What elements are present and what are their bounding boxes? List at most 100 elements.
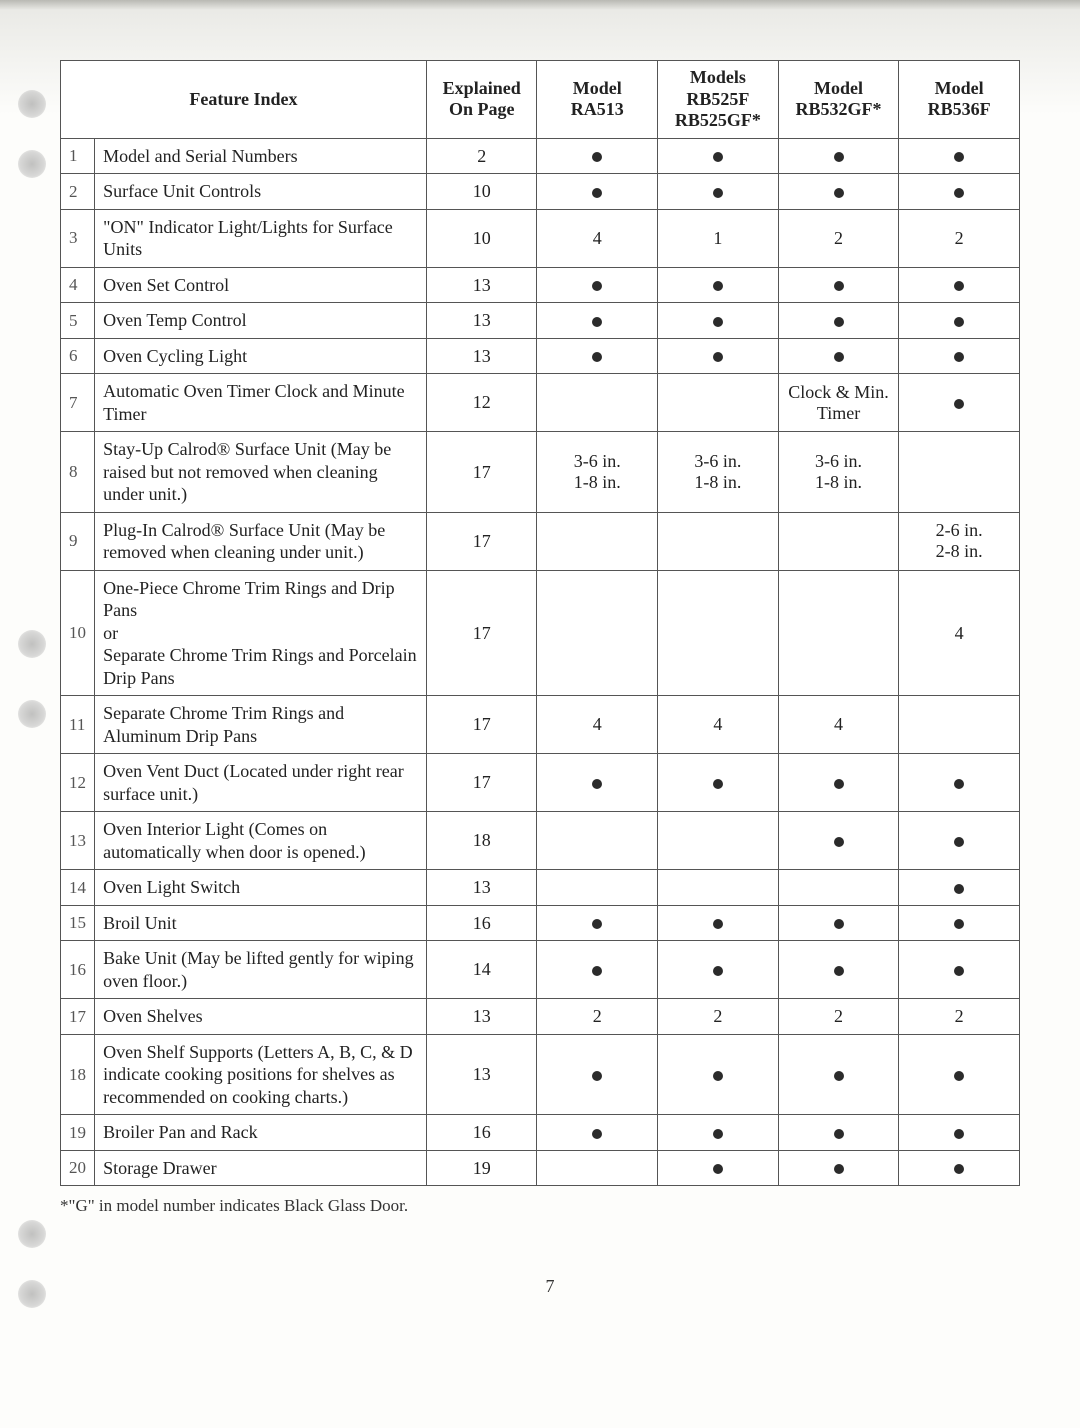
row-number: 11 bbox=[61, 696, 95, 754]
bullet-icon bbox=[592, 779, 602, 789]
row-description: Oven Vent Duct (Located under right rear… bbox=[95, 754, 427, 812]
bullet-icon bbox=[592, 188, 602, 198]
model-cell bbox=[658, 267, 779, 303]
bullet-icon bbox=[954, 966, 964, 976]
model-cell: 2-6 in. 2-8 in. bbox=[899, 512, 1020, 570]
row-description: Oven Cycling Light bbox=[95, 338, 427, 374]
model-cell bbox=[778, 138, 899, 174]
row-number: 10 bbox=[61, 570, 95, 696]
model-cell bbox=[899, 338, 1020, 374]
bullet-icon bbox=[954, 779, 964, 789]
explained-on-page: 16 bbox=[426, 1115, 537, 1151]
row-description: Stay-Up Calrod® Surface Unit (May be rai… bbox=[95, 432, 427, 513]
model-cell bbox=[899, 905, 1020, 941]
bullet-icon bbox=[834, 919, 844, 929]
row-number: 3 bbox=[61, 209, 95, 267]
model-cell bbox=[537, 374, 658, 432]
row-description: Oven Shelves bbox=[95, 999, 427, 1035]
cell-text: 2 bbox=[834, 228, 843, 248]
table-row: 10One-Piece Chrome Trim Rings and Drip P… bbox=[61, 570, 1020, 696]
bullet-icon bbox=[713, 919, 723, 929]
model-cell bbox=[899, 812, 1020, 870]
row-description: Plug-In Calrod® Surface Unit (May be rem… bbox=[95, 512, 427, 570]
model-cell bbox=[778, 338, 899, 374]
header-model-rb536f: Model RB536F bbox=[899, 61, 1020, 139]
bullet-icon bbox=[834, 1164, 844, 1174]
model-cell bbox=[658, 512, 779, 570]
table-body: 1Model and Serial Numbers22Surface Unit … bbox=[61, 138, 1020, 1186]
model-cell bbox=[899, 303, 1020, 339]
row-number: 17 bbox=[61, 999, 95, 1035]
bullet-icon bbox=[592, 152, 602, 162]
bullet-icon bbox=[592, 317, 602, 327]
row-number: 12 bbox=[61, 754, 95, 812]
cell-text: 4 bbox=[713, 714, 722, 734]
bullet-icon bbox=[592, 1129, 602, 1139]
model-cell bbox=[537, 174, 658, 210]
model-cell bbox=[778, 1034, 899, 1115]
model-cell: 2 bbox=[778, 209, 899, 267]
cell-text: 2 bbox=[713, 1006, 722, 1026]
bullet-icon bbox=[954, 1071, 964, 1081]
table-row: 2Surface Unit Controls10 bbox=[61, 174, 1020, 210]
bullet-icon bbox=[713, 966, 723, 976]
model-cell bbox=[658, 303, 779, 339]
model-cell bbox=[537, 1034, 658, 1115]
row-number: 7 bbox=[61, 374, 95, 432]
row-number: 2 bbox=[61, 174, 95, 210]
explained-on-page: 12 bbox=[426, 374, 537, 432]
model-cell: 4 bbox=[778, 696, 899, 754]
model-cell: 2 bbox=[899, 999, 1020, 1035]
model-cell bbox=[658, 754, 779, 812]
table-row: 16Bake Unit (May be lifted gently for wi… bbox=[61, 941, 1020, 999]
document-page: Feature Index Explained On Page Model RA… bbox=[0, 0, 1080, 1428]
model-cell bbox=[658, 1115, 779, 1151]
model-cell bbox=[658, 174, 779, 210]
table-header: Feature Index Explained On Page Model RA… bbox=[61, 61, 1020, 139]
cell-text: 4 bbox=[593, 714, 602, 734]
row-description: Oven Interior Light (Comes on automatica… bbox=[95, 812, 427, 870]
row-description: Oven Temp Control bbox=[95, 303, 427, 339]
model-cell bbox=[899, 138, 1020, 174]
model-cell: 4 bbox=[899, 570, 1020, 696]
bullet-icon bbox=[834, 152, 844, 162]
row-description: Bake Unit (May be lifted gently for wipi… bbox=[95, 941, 427, 999]
model-cell bbox=[899, 1150, 1020, 1186]
explained-on-page: 16 bbox=[426, 905, 537, 941]
model-cell bbox=[778, 303, 899, 339]
scan-artifact-punch bbox=[18, 90, 46, 118]
feature-index-table: Feature Index Explained On Page Model RA… bbox=[60, 60, 1020, 1186]
model-cell bbox=[899, 174, 1020, 210]
model-cell bbox=[537, 1150, 658, 1186]
model-cell bbox=[537, 570, 658, 696]
model-cell bbox=[658, 905, 779, 941]
model-cell bbox=[537, 812, 658, 870]
model-cell bbox=[778, 570, 899, 696]
scan-artifact-punch bbox=[18, 150, 46, 178]
explained-on-page: 17 bbox=[426, 696, 537, 754]
model-cell: Clock & Min. Timer bbox=[778, 374, 899, 432]
table-row: 5Oven Temp Control13 bbox=[61, 303, 1020, 339]
explained-on-page: 17 bbox=[426, 570, 537, 696]
row-description: Surface Unit Controls bbox=[95, 174, 427, 210]
explained-on-page: 17 bbox=[426, 432, 537, 513]
table-row: 4Oven Set Control13 bbox=[61, 267, 1020, 303]
model-cell: 3-6 in. 1-8 in. bbox=[778, 432, 899, 513]
bullet-icon bbox=[713, 779, 723, 789]
bullet-icon bbox=[954, 152, 964, 162]
model-cell bbox=[658, 941, 779, 999]
scan-artifact-punch bbox=[18, 1220, 46, 1248]
model-cell bbox=[899, 1115, 1020, 1151]
model-cell bbox=[778, 1150, 899, 1186]
explained-on-page: 17 bbox=[426, 512, 537, 570]
cell-text: 2 bbox=[955, 1006, 964, 1026]
bullet-icon bbox=[592, 919, 602, 929]
model-cell bbox=[778, 905, 899, 941]
model-cell bbox=[537, 905, 658, 941]
cell-text: 2 bbox=[593, 1006, 602, 1026]
model-cell bbox=[658, 570, 779, 696]
row-number: 4 bbox=[61, 267, 95, 303]
row-description: Oven Light Switch bbox=[95, 870, 427, 906]
model-cell bbox=[778, 754, 899, 812]
table-row: 17Oven Shelves132222 bbox=[61, 999, 1020, 1035]
